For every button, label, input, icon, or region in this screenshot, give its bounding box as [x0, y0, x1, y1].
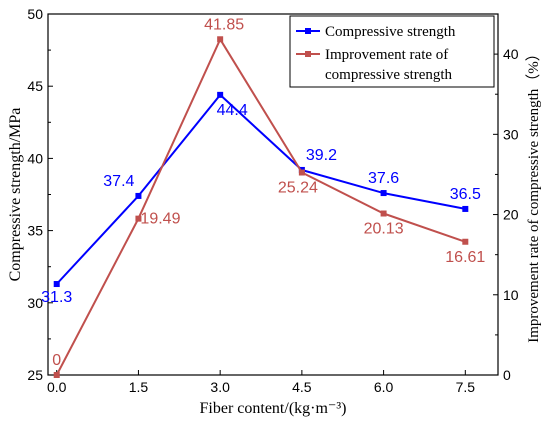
legend-label-improvement-rate-line2: compressive strength	[325, 67, 453, 83]
data-label-compressive-strength: 36.5	[450, 186, 481, 203]
y-right-tick-label: 10	[503, 287, 519, 303]
data-point-improvement-rate	[298, 169, 305, 176]
y-left-tick-label: 50	[27, 6, 43, 22]
data-point-improvement-rate	[217, 36, 224, 43]
y-right-tick-label: 20	[503, 207, 519, 223]
series-line-compressive-strength	[55, 93, 466, 285]
x-tick-label: 1.5	[129, 379, 149, 395]
bottom-axis: 0.0 1.5 3.0 4.5 6.0 7.5	[47, 370, 475, 395]
y-axis-right-label: Improvement rate of compressive strength…	[525, 46, 542, 343]
x-tick-label: 0.0	[47, 379, 67, 395]
data-label-compressive-strength: 44.4	[217, 102, 248, 119]
series-layer	[53, 36, 469, 378]
data-label-improvement-rate: 16.61	[445, 249, 485, 266]
x-tick-label: 4.5	[292, 379, 312, 395]
data-point-improvement-rate	[135, 215, 142, 222]
legend-label-improvement-rate-line1: Improvement rate of	[325, 47, 448, 63]
data-point-improvement-rate	[462, 238, 469, 245]
data-point-compressive-strength	[380, 190, 387, 197]
series-line-improvement-rate	[55, 38, 466, 376]
right-axis: 0 10 20 30 40	[493, 46, 519, 383]
y-left-tick-label: 30	[27, 295, 43, 311]
data-label-compressive-strength: 37.4	[103, 173, 134, 190]
y-right-tick-label: 40	[503, 46, 519, 62]
data-label-improvement-rate: 19.49	[140, 211, 180, 228]
data-point-improvement-rate	[53, 372, 60, 378]
data-label-improvement-rate: 0	[52, 352, 61, 369]
legend-marker-compressive-strength	[305, 28, 311, 34]
data-label-compressive-strength: 37.6	[368, 170, 399, 187]
legend-marker-improvement-rate	[305, 51, 311, 57]
x-tick-label: 3.0	[210, 379, 230, 395]
data-label-compressive-strength: 31.3	[41, 289, 72, 306]
data-label-improvement-rate: 20.13	[364, 221, 404, 238]
y-left-tick-label: 25	[27, 367, 43, 383]
legend-label-compressive-strength: Compressive strength	[325, 24, 456, 40]
data-label-compressive-strength: 39.2	[306, 147, 337, 164]
y-left-tick-label: 45	[27, 78, 43, 94]
legend: Compressive strength Improvement rate of…	[289, 15, 495, 88]
x-tick-label: 7.5	[456, 379, 476, 395]
legend-box	[289, 15, 495, 88]
x-tick-label: 6.0	[374, 379, 394, 395]
data-point-compressive-strength	[53, 281, 60, 288]
y-right-tick-label: 0	[503, 367, 511, 383]
y-axis-left-label: Compressive strength/MPa	[7, 108, 24, 282]
data-labels-layer: 31.3 37.4 44.4 39.2 37.6 36.5 0 19.49 41.85 25.24…	[41, 16, 485, 369]
y-left-tick-label: 40	[27, 150, 43, 166]
data-point-compressive-strength	[135, 192, 142, 199]
left-axis: 25 30 35 40 45 50	[27, 6, 53, 383]
data-point-improvement-rate	[380, 210, 387, 217]
x-axis-label: Fiber content/(kg·m⁻³)	[200, 400, 347, 417]
data-point-compressive-strength	[217, 91, 224, 98]
y-left-tick-label: 35	[27, 223, 43, 239]
data-point-compressive-strength	[462, 205, 469, 212]
data-label-improvement-rate: 41.85	[204, 16, 244, 33]
y-right-tick-label: 30	[503, 126, 519, 142]
data-label-improvement-rate: 25.24	[278, 180, 318, 197]
